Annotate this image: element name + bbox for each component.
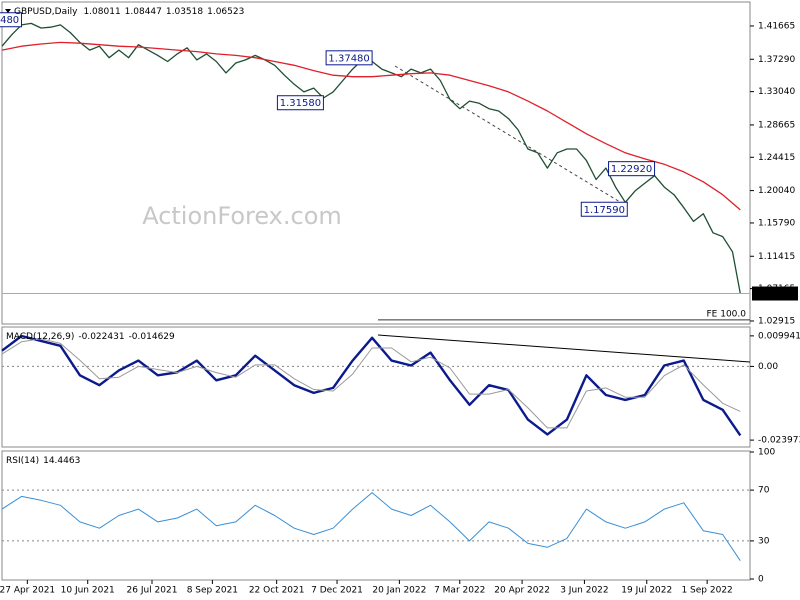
last-price-box [752, 286, 798, 301]
x-tick-label: 7 Dec 2021 [311, 586, 363, 596]
macd-header: MACD(12,26,9) -0.022431 -0.014629 [6, 332, 175, 342]
y-tick-label: 1.41665 [758, 21, 795, 31]
y-tick-label: -0.023973 [758, 436, 800, 446]
signal-readout: -0.014629 [129, 332, 175, 342]
x-tick-label: 27 Apr 2021 [0, 586, 55, 596]
fe-label: FE 100.0 [707, 309, 747, 319]
annotation-label: 1.42480 [0, 15, 19, 26]
rsi-header: RSI(14) 14.4463 [6, 456, 80, 466]
series-line [1, 334, 742, 437]
y-tick-label: 1.11415 [758, 252, 795, 262]
y-tick-label: 1.28665 [758, 120, 795, 130]
x-tick-label: 19 Jul 2022 [621, 586, 672, 596]
annotation-box [608, 161, 656, 177]
rsi-panel [1, 450, 751, 581]
annotation-box [580, 201, 628, 217]
annotation-label: 1.37480 [328, 53, 369, 64]
price-header: GBPUSD,Daily 1.08011 1.08447 1.03518 1.06523 [14, 7, 244, 17]
annotation-label: 1.31580 [280, 98, 321, 109]
y-tick-label: 1.33040 [758, 87, 795, 97]
y-tick-label: 0.00 [758, 362, 778, 372]
high: 1.08447 [125, 7, 162, 17]
trend-line [394, 65, 626, 206]
y-tick-label: 1.20040 [758, 186, 795, 196]
y-tick-label: 0.009941 [758, 331, 800, 341]
x-tick-label: 7 Mar 2022 [434, 586, 485, 596]
y-tick-label: 1.15790 [758, 218, 795, 228]
y-tick-label: 1.02915 [758, 316, 795, 326]
macd-panel [1, 326, 751, 448]
watermark: ActionForex.com [142, 202, 342, 230]
menu-arrow [5, 9, 11, 13]
x-tick-label: 22 Oct 2021 [249, 586, 305, 596]
close: 1.06523 [207, 7, 244, 17]
annotation-box [0, 12, 22, 28]
annotation-box [325, 50, 373, 66]
y-tick-label: 1.37290 [758, 55, 795, 65]
y-tick-label: 100 [758, 448, 775, 458]
x-tick-label: 20 Jan 2022 [372, 586, 426, 596]
macd-readout: -0.022431 [78, 332, 124, 342]
price-panel [1, 1, 751, 325]
y-tick-label: 70 [758, 486, 770, 496]
annotation-label: 1.22920 [611, 164, 652, 175]
low: 1.03518 [166, 7, 203, 17]
x-tick-label: 20 Apr 2022 [494, 586, 550, 596]
x-tick-label: 10 Jun 2021 [61, 586, 115, 596]
plot: 1.41665 1.37290 1.33040 1.28665 1.24415 1.200… [0, 12, 800, 596]
x-tick-label: 8 Sep 2021 [187, 586, 238, 596]
macd-title: MACD(12,26,9) [6, 332, 74, 342]
y-tick-label: 30 [758, 536, 770, 546]
x-tick-label: 26 Jul 2021 [127, 586, 178, 596]
symbol: GBPUSD,Daily [14, 7, 78, 17]
x-tick-label: 1 Sep 2022 [681, 586, 732, 596]
series-line [1, 492, 741, 561]
rsi-title: RSI(14) [6, 456, 39, 466]
macd-trend-line [377, 334, 751, 363]
annotation-box [276, 95, 324, 111]
rsi-readout: 14.4463 [43, 456, 80, 466]
annotation-label: 1.17590 [584, 205, 625, 216]
x-tick-label: 3 Jun 2022 [560, 586, 608, 596]
series-line [1, 338, 741, 429]
series-line [1, 41, 741, 211]
y-tick-label: 1.24415 [758, 153, 795, 163]
open: 1.08011 [83, 7, 120, 17]
last-price-label: 1.06523 [756, 289, 793, 299]
y-tick-label: 0 [758, 575, 764, 585]
